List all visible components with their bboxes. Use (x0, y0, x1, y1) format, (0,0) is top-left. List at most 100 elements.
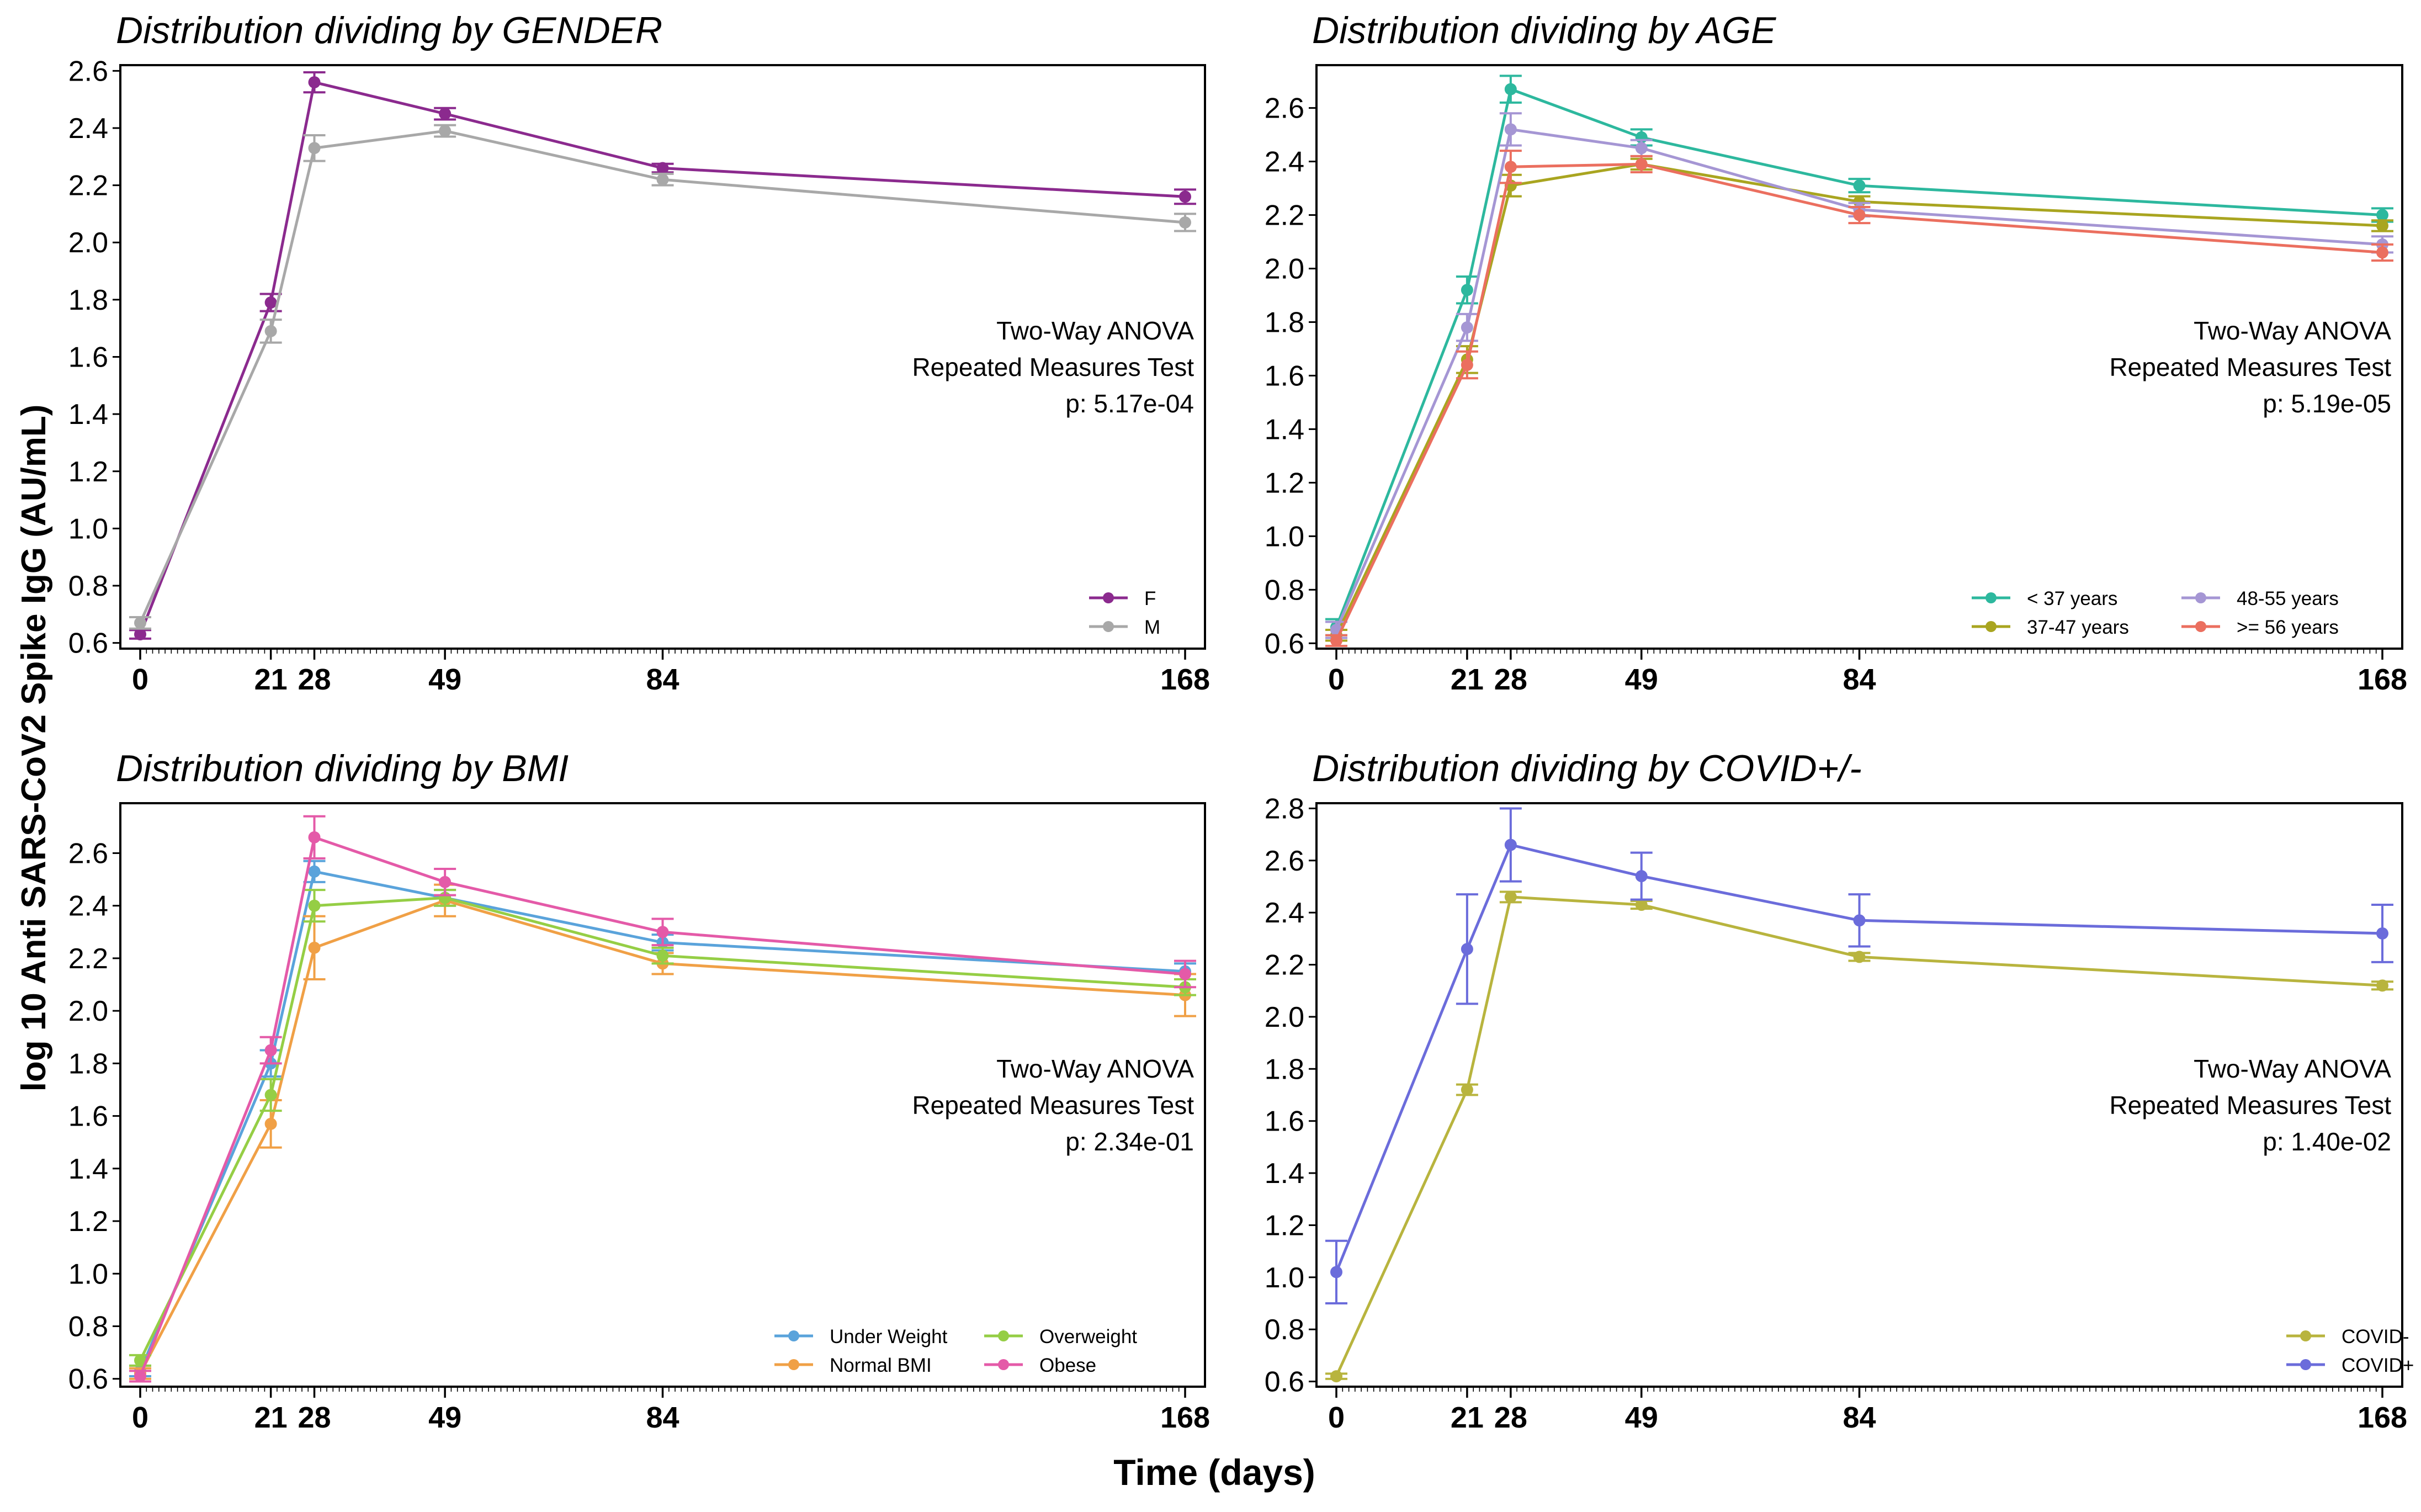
y-tick-label: 2.4 (68, 113, 108, 145)
test-line-1: Two-Way ANOVA (2194, 1054, 2391, 1083)
y-tick-label: 0.8 (68, 1311, 108, 1343)
data-point (1504, 839, 1517, 851)
x-axis-label: Time (days) (1113, 1452, 1315, 1493)
series-obese (129, 815, 1196, 1383)
data-point (2376, 246, 2388, 259)
y-tick-label: 1.4 (68, 399, 108, 431)
x-tick-label: 21 (254, 663, 288, 696)
x-tick-label: 168 (1160, 663, 1210, 696)
chart-panel-3: Distribution dividing by BMI 0.6 0.8 1.0 1.2… (68, 747, 1210, 1434)
series-covid- (1325, 890, 2393, 1383)
data-point (1179, 216, 1191, 229)
x-tick-label: 49 (428, 1401, 461, 1434)
series-line (1335, 162, 2383, 641)
legend-key-point (2195, 592, 2206, 603)
test-line-1: Two-Way ANOVA (2194, 316, 2391, 345)
data-point (656, 173, 669, 186)
data-point (439, 125, 452, 137)
data-point (308, 899, 321, 912)
data-point (2376, 209, 2388, 221)
data-point (2376, 979, 2388, 992)
y-tick-label: 1.6 (68, 1101, 108, 1133)
legend-key-point (788, 1359, 799, 1370)
y-tick-label: 1.0 (68, 1258, 108, 1290)
data-point (439, 108, 452, 120)
data-point (1330, 1370, 1342, 1383)
y-tick-label: 2.4 (1265, 146, 1304, 178)
y-tick-label: 1.6 (1265, 1106, 1304, 1138)
legend-key-point (1103, 621, 1114, 632)
y-tick-label: 1.0 (68, 513, 108, 545)
series-line (139, 896, 1186, 1361)
legend-label: 48-55 years (2237, 588, 2339, 609)
test-line-1: Two-Way ANOVA (996, 1054, 1194, 1083)
series--37-years (1325, 75, 2393, 636)
y-tick-label: 2.2 (1265, 949, 1304, 982)
y-tick-label: 2.2 (68, 170, 108, 202)
y-tick-label: 2.2 (1265, 200, 1304, 232)
series-line (1335, 87, 2383, 628)
legend-label: Under Weight (830, 1326, 948, 1347)
data-point (1635, 158, 1648, 171)
data-point (308, 831, 321, 843)
series-line (139, 81, 1186, 635)
legend-label: Overweight (1039, 1326, 1137, 1347)
data-point (1635, 899, 1648, 911)
y-tick-label: 1.0 (1265, 1262, 1304, 1294)
y-tick-label: 1.6 (1265, 360, 1304, 392)
legend-label: COVID- (2342, 1326, 2409, 1347)
chart-panel-1: Distribution dividing by GENDER 0.6 0.8 1.0… (68, 9, 1210, 696)
y-tick-label: 1.4 (1265, 1158, 1304, 1190)
data-point (1179, 968, 1191, 980)
y-tick-label: 2.0 (68, 995, 108, 1027)
y-tick-label: 2.6 (68, 55, 108, 87)
x-tick-label: 49 (428, 663, 461, 696)
legend: COVID- COVID+ (2286, 1326, 2414, 1376)
data-point (264, 1117, 277, 1130)
data-point (1635, 870, 1648, 883)
y-tick-label: 1.8 (1265, 1053, 1304, 1085)
legend: < 37 years 37-47 years 48-55 years >= 56 ye… (1972, 588, 2339, 638)
panel-title: Distribution dividing by AGE (1312, 9, 1776, 51)
p-value: p: 5.19e-05 (2263, 389, 2391, 418)
data-point (1504, 83, 1517, 96)
legend: Under Weight Normal BMI Overweight Obese (774, 1326, 1137, 1376)
y-tick-label: 2.0 (1265, 253, 1304, 285)
x-tick-label: 0 (1328, 663, 1345, 696)
legend-key-point (1985, 621, 1997, 632)
y-tick-label: 1.4 (1265, 413, 1304, 445)
data-point (264, 1089, 277, 1101)
legend-label: M (1144, 617, 1160, 638)
test-line-2: Repeated Measures Test (912, 353, 1194, 381)
y-tick-label: 2.4 (68, 890, 108, 922)
legend-key-point (1985, 592, 1997, 603)
chart-panel-4: Distribution dividing by COVID+/- 0.6 0.8 1… (1265, 747, 2414, 1434)
data-point (134, 628, 146, 641)
p-value: p: 1.40e-02 (2263, 1127, 2391, 1156)
legend-label: Normal BMI (830, 1355, 932, 1376)
series-line (139, 129, 1186, 624)
panel-title: Distribution dividing by GENDER (116, 9, 662, 51)
x-tick-label: 84 (646, 1401, 679, 1434)
series-line (1335, 128, 2383, 631)
data-point (134, 1370, 146, 1382)
data-point (656, 162, 669, 174)
data-point (134, 1354, 146, 1367)
legend-key-point (2300, 1330, 2311, 1341)
data-point (1853, 914, 1866, 927)
y-tick-label: 2.0 (68, 227, 108, 259)
data-point (1461, 943, 1473, 956)
series-covid- (1325, 807, 2393, 1304)
x-tick-label: 28 (298, 663, 331, 696)
data-point (1635, 142, 1648, 155)
series-line (139, 869, 1186, 1372)
legend-label: F (1144, 588, 1156, 609)
series-f (129, 71, 1196, 641)
y-tick-label: 0.6 (68, 628, 108, 660)
x-tick-label: 21 (1451, 663, 1484, 696)
y-tick-label: 2.6 (1265, 845, 1304, 877)
data-point (1330, 1266, 1342, 1278)
x-tick-label: 168 (1160, 1401, 1210, 1434)
legend-key-point (788, 1330, 799, 1341)
x-tick-label: 49 (1625, 1401, 1658, 1434)
